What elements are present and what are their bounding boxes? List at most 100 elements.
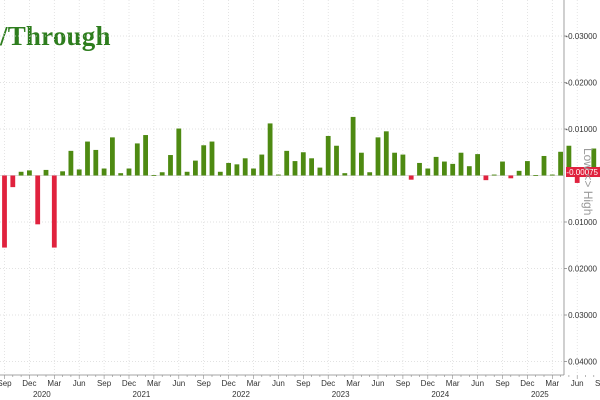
x-year-label: 2020	[33, 390, 51, 399]
x-tick-label: Sep	[296, 379, 311, 388]
y-tick-label: 0.01000	[568, 218, 597, 227]
y-tick-label: -0.03000	[565, 32, 597, 41]
x-tick-label: Mar	[346, 379, 360, 388]
y-tick-label: -0.01000	[565, 125, 597, 134]
bar	[43, 169, 49, 176]
bar	[126, 168, 132, 176]
bar	[134, 143, 140, 176]
bar	[516, 170, 522, 176]
x-tick-label: Sep	[495, 379, 510, 388]
bar	[143, 135, 148, 176]
x-tick-label: Dec	[122, 379, 136, 388]
x-tick-label: Jun	[172, 379, 185, 388]
bar	[334, 145, 339, 176]
x-year-label: 2023	[332, 390, 350, 399]
bar	[574, 175, 580, 183]
bar	[259, 154, 265, 176]
x-tick-label: Mar	[545, 379, 559, 388]
bar	[151, 175, 157, 176]
bar	[458, 152, 464, 176]
x-tick-label: Sep	[396, 379, 411, 388]
y-tick-label: -0.02000	[565, 79, 597, 88]
bar	[300, 152, 306, 176]
bar	[159, 172, 165, 176]
bar	[400, 154, 406, 176]
bar	[68, 150, 74, 176]
bar	[500, 161, 505, 176]
bar	[342, 173, 348, 176]
bar	[525, 161, 530, 176]
x-tick-label: Mar	[147, 379, 161, 388]
bar	[18, 171, 24, 176]
bar	[591, 148, 597, 176]
x-tick-label: Dec	[321, 379, 335, 388]
bar	[508, 175, 514, 179]
x-tick-label: Mar	[47, 379, 61, 388]
bar	[85, 141, 90, 176]
bar	[201, 145, 207, 176]
bar	[35, 175, 41, 225]
bar	[466, 166, 472, 176]
x-tick-label: Mar	[247, 379, 261, 388]
bar	[93, 149, 99, 176]
x-tick-label: Dec	[520, 379, 534, 388]
x-tick-label: Dec	[22, 379, 36, 388]
bar	[292, 161, 298, 176]
y-tick-label: 0.03000	[568, 311, 597, 320]
bar	[234, 164, 240, 176]
x-year-label: 2021	[133, 390, 151, 399]
bar	[284, 150, 290, 176]
bar	[549, 174, 555, 176]
x-tick-label: Jun	[571, 379, 584, 388]
x-year-label: 2025	[531, 390, 549, 399]
bar	[325, 135, 331, 176]
x-tick-label: Sep	[197, 379, 212, 388]
bar	[359, 152, 364, 176]
bar	[51, 175, 57, 248]
bar	[558, 151, 563, 176]
bar	[433, 156, 439, 176]
bar	[350, 116, 356, 176]
x-tick-label: Dec	[421, 379, 435, 388]
x-tick-label: Sep	[595, 379, 600, 388]
bar	[392, 152, 397, 176]
bar	[491, 174, 497, 176]
bar	[375, 137, 381, 176]
y-tick-label: 0.02000	[568, 265, 597, 274]
bar	[251, 168, 256, 176]
bar	[10, 175, 16, 188]
x-tick-label: Sep	[97, 379, 112, 388]
x-tick-label: Jun	[372, 379, 385, 388]
bar	[60, 171, 65, 176]
bar	[425, 168, 431, 176]
bar	[367, 172, 373, 176]
bar	[209, 141, 215, 176]
bar	[2, 175, 7, 248]
bar	[168, 155, 173, 176]
last-value-marker: -0.00075	[566, 167, 600, 178]
bar	[276, 174, 281, 176]
bar	[242, 158, 248, 176]
bar	[101, 168, 107, 176]
x-tick-label: Sep	[0, 379, 12, 388]
y-axis-label: Low <> High	[581, 148, 595, 215]
bar	[110, 137, 115, 176]
bar	[309, 158, 314, 176]
last-value-label: -0.00075	[566, 168, 598, 177]
x-tick-label: Jun	[272, 379, 285, 388]
last-value-box	[566, 167, 600, 178]
bar	[383, 131, 389, 176]
x-tick-label: Jun	[471, 379, 484, 388]
bar	[408, 175, 414, 180]
y-axis: -0.03000 -0.02000 -0.01000 0.01000 0.02000 0.…	[563, 0, 598, 375]
x-year-label: 2024	[431, 390, 449, 399]
y-tick-label: 0.04000	[568, 358, 597, 367]
bar	[184, 171, 190, 176]
x-tick-label: Mar	[446, 379, 460, 388]
bar	[217, 171, 223, 176]
bar	[566, 145, 572, 176]
bar	[417, 162, 422, 176]
bar	[193, 160, 198, 176]
bar	[442, 161, 447, 176]
